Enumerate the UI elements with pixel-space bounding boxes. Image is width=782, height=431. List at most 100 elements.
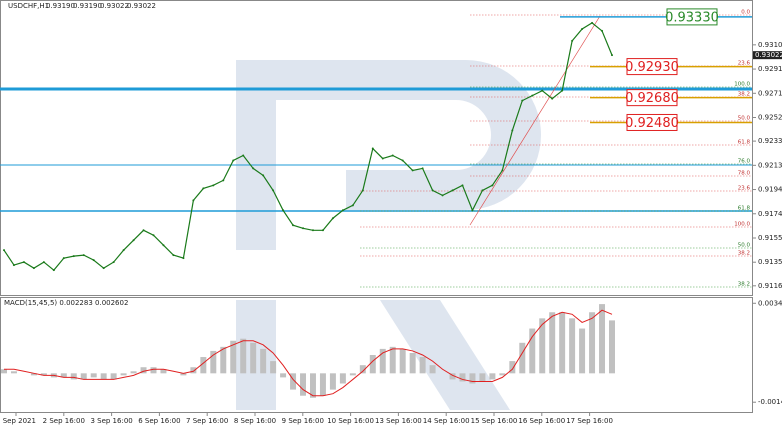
macd-bar (130, 371, 137, 374)
macd-bar (499, 373, 506, 376)
y-tick-label: 0.92135 (758, 161, 782, 169)
price-box (626, 58, 678, 76)
price-point (401, 159, 404, 162)
price-point (491, 184, 494, 187)
x-tick-label: 2 Sep 16:00 (43, 417, 85, 425)
price-point (132, 239, 135, 242)
price-point (242, 154, 245, 157)
y-tick-label: 0.93105 (758, 41, 782, 49)
macd-bar (120, 373, 127, 376)
fib-label: 50.0 (738, 116, 751, 122)
x-tick-label: 9 Sep 16:00 (282, 417, 324, 425)
macd-bar (70, 373, 77, 380)
y-tick-label: 0.91165 (758, 282, 782, 290)
y-tick-label: -0.001419 (758, 398, 782, 406)
macd-bar (309, 373, 316, 398)
macd-bar (90, 373, 97, 378)
macd-bar (160, 369, 167, 374)
price-point (262, 174, 265, 177)
macd-bar (509, 361, 516, 374)
price-point (591, 21, 594, 24)
price-point (561, 89, 564, 92)
price-point (501, 169, 504, 172)
macd-bar (220, 346, 227, 374)
macd-bar (599, 304, 606, 374)
macd-bar (489, 373, 496, 380)
price-point (541, 89, 544, 92)
x-tick-label: 3 Sep 16:00 (90, 417, 132, 425)
price-box (626, 113, 678, 131)
macd-frame (0, 297, 753, 413)
price-point (162, 244, 165, 247)
macd-bar (180, 373, 187, 376)
price-box-label: 0.92680 (625, 91, 679, 106)
macd-bar (240, 338, 247, 374)
header-high: 0.93190 (73, 2, 102, 10)
x-tick-label: 8 Sep 16:00 (234, 417, 276, 425)
price-point (22, 261, 25, 264)
macd-bar (359, 365, 366, 374)
macd-bar (449, 373, 456, 380)
price-point (62, 257, 65, 260)
macd-bar (200, 357, 207, 374)
price-point (431, 189, 434, 192)
macd-bar (260, 348, 267, 374)
price-point (451, 189, 454, 192)
price-point (321, 229, 324, 232)
price-point (331, 217, 334, 220)
macd-bar (369, 355, 376, 374)
price-point (212, 184, 215, 187)
macd-bar (539, 318, 546, 374)
price-point (421, 167, 424, 170)
price-point (411, 169, 414, 172)
macd-bar (110, 373, 117, 380)
macd-bar (30, 373, 37, 376)
price-point (222, 179, 225, 182)
price-point (471, 209, 474, 212)
y-tick-label: 0.91745 (758, 210, 782, 218)
macd-bar (419, 357, 426, 374)
macd-bar (379, 348, 386, 374)
x-tick-label: 6 Sep 16:00 (138, 417, 180, 425)
price-point (391, 154, 394, 157)
price-frame (0, 0, 753, 296)
macd-bar (40, 373, 47, 376)
price-point (371, 147, 374, 150)
macd-bar (569, 318, 576, 374)
macd-bar (140, 367, 147, 374)
price-point (521, 99, 524, 102)
price-point (12, 264, 15, 267)
macd-bar (80, 373, 87, 380)
macd-bar (270, 361, 277, 374)
price-point (82, 254, 85, 257)
signal-line (4, 309, 613, 397)
price-point (341, 209, 344, 212)
price-point (272, 189, 275, 192)
macd-bar (399, 348, 406, 374)
price-point (52, 269, 55, 272)
price-box-label: 0.92930 (625, 60, 679, 75)
fib-label: 38.2 (738, 282, 750, 288)
fib-label: 38.2 (738, 92, 750, 98)
fib-label: 76.0 (738, 159, 751, 165)
x-tick-label: 7 Sep 16:00 (186, 417, 228, 425)
macd-bar (409, 352, 416, 374)
price-point (152, 234, 155, 237)
price-point (611, 54, 613, 57)
x-tick-label: 15 Sep 16:00 (471, 417, 518, 425)
macd-bar (319, 373, 326, 396)
fib-label: 0.0 (741, 10, 750, 16)
macd-bar (60, 373, 67, 378)
header-open: 0.93190 (46, 2, 75, 10)
price-point (182, 257, 185, 260)
fib-label: 50.0 (738, 243, 751, 249)
price-point (571, 39, 574, 42)
macd-bar (349, 373, 356, 376)
fib-label: 23.6 (738, 61, 751, 67)
price-point (351, 204, 354, 207)
header-low: 0.93022 (100, 2, 129, 10)
